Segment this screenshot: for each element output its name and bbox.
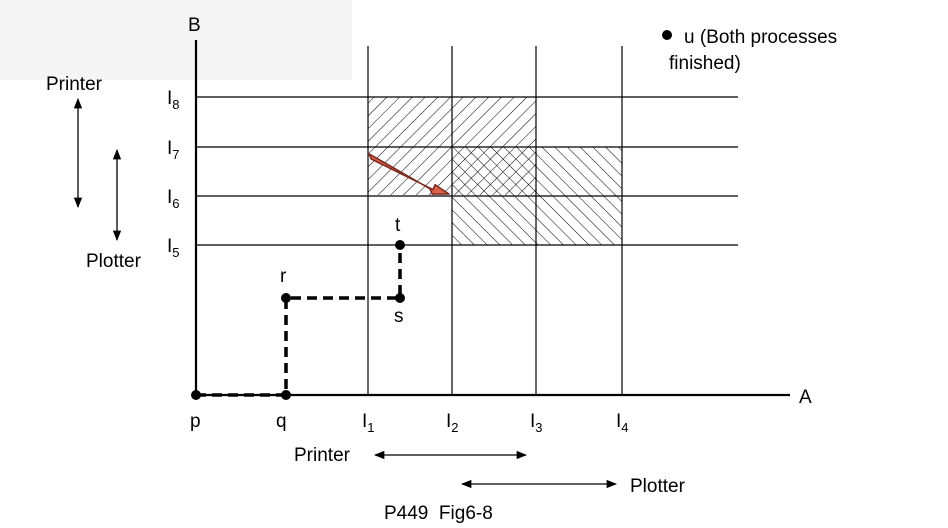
figure-caption: P449 Fig6-8 (384, 503, 493, 524)
x-axis-label: A (799, 387, 812, 408)
point-p (191, 390, 201, 400)
corner-shade (0, 0, 352, 80)
trajectory-path (196, 245, 402, 397)
legend-line-1: u (Both processes (684, 27, 837, 48)
y-axis-label: B (188, 15, 201, 36)
x-tick-i1: I1 (362, 411, 375, 435)
point-t (395, 240, 405, 250)
x-tick-i4: I4 (616, 411, 629, 435)
legend-dot (662, 30, 672, 40)
label-s: s (394, 306, 404, 327)
point-r (281, 293, 291, 303)
bottom-plotter-label: Plotter (630, 476, 686, 497)
point-s (395, 293, 405, 303)
unsafe-arrow (367, 152, 450, 195)
x-tick-i2: I2 (446, 411, 459, 435)
left-printer-label: Printer (46, 74, 103, 95)
left-plotter-label: Plotter (86, 251, 142, 272)
y-tick-i7: I7 (167, 138, 180, 162)
x-tick-i3: I3 (530, 411, 543, 435)
legend-line-2: finished) (669, 53, 741, 74)
label-t: t (395, 215, 401, 236)
y-tick-i5: I5 (167, 236, 180, 260)
label-q: q (276, 411, 287, 432)
y-tick-i6: I6 (167, 187, 180, 211)
y-tick-i8: I8 (167, 88, 180, 112)
label-p: p (190, 411, 201, 432)
point-q (281, 390, 291, 400)
grid (196, 46, 738, 395)
label-r: r (280, 266, 287, 287)
bottom-printer-label: Printer (294, 445, 351, 466)
